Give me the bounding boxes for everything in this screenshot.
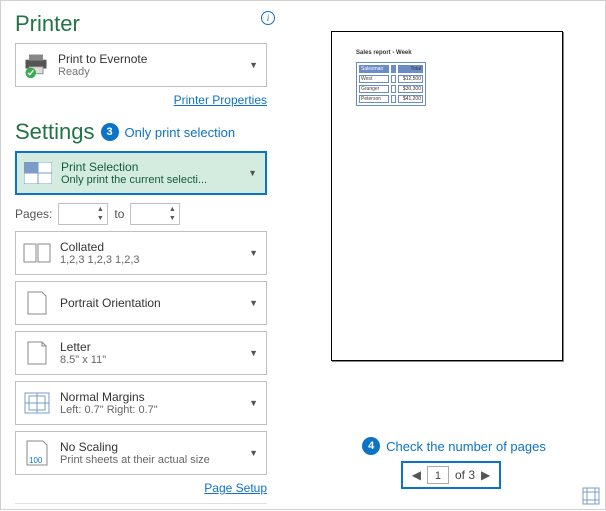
show-margins-button[interactable] xyxy=(582,487,600,505)
left-panel: Printer i Print to Evernote Ready ▼ Prin… xyxy=(1,1,281,511)
print-area-title: Print Selection xyxy=(61,160,207,174)
table-header-row: SalesmanTotal xyxy=(359,65,423,73)
callout-4-badge: 4 xyxy=(362,437,380,455)
margins-sub: Left: 0.7" Right: 0.7" xyxy=(60,404,158,416)
page-total: of 3 xyxy=(455,468,475,482)
pages-label: Pages: xyxy=(15,207,52,221)
chevron-down-icon: ▼ xyxy=(249,248,258,258)
callout-3-text: Only print selection xyxy=(125,125,236,140)
settings-heading: Settings xyxy=(15,119,95,145)
printer-selector[interactable]: Print to Evernote Ready ▼ xyxy=(15,43,267,87)
scaling-sub: Print sheets at their actual size xyxy=(60,454,210,466)
margins-selector[interactable]: Normal Margins Left: 0.7" Right: 0.7" ▼ xyxy=(15,381,267,425)
chevron-down-icon: ▼ xyxy=(249,448,258,458)
page-setup-link[interactable]: Page Setup xyxy=(204,481,267,495)
pages-to-input[interactable]: ▲ ▼ xyxy=(130,203,180,225)
paper-size-selector[interactable]: Letter 8.5" x 11" ▼ xyxy=(15,331,267,375)
collate-title: Collated xyxy=(60,240,140,254)
page-navigator: ◀ 1 of 3 ▶ xyxy=(401,461,501,489)
chevron-down-icon: ▼ xyxy=(249,348,258,358)
print-selection-icon xyxy=(23,158,53,188)
right-panel: Sales report - Week SalesmanTotal West$1… xyxy=(281,1,606,511)
chevron-down-icon: ▼ xyxy=(248,168,257,178)
spin-up-icon[interactable]: ▲ xyxy=(95,205,105,214)
chevron-down-icon: ▼ xyxy=(249,298,258,308)
callout-4-text: Check the number of pages xyxy=(386,439,546,454)
paper-title: Letter xyxy=(60,340,106,354)
scaling-selector[interactable]: 100 No Scaling Print sheets at their act… xyxy=(15,431,267,475)
printer-text: Print to Evernote Ready xyxy=(58,52,147,78)
pages-to-label: to xyxy=(114,207,124,221)
margins-title: Normal Margins xyxy=(60,390,158,404)
spin-down-icon[interactable]: ▼ xyxy=(167,214,177,223)
pages-from-input[interactable]: ▲ ▼ xyxy=(58,203,108,225)
collate-sub: 1,2,3 1,2,3 1,2,3 xyxy=(60,254,140,266)
paper-sub: 8.5" x 11" xyxy=(60,354,106,366)
preview-title: Sales report - Week xyxy=(356,50,538,56)
spin-down-icon[interactable]: ▼ xyxy=(95,214,105,223)
pages-row: Pages: ▲ ▼ to ▲ ▼ xyxy=(15,203,267,225)
print-area-selector[interactable]: Print Selection Only print the current s… xyxy=(15,151,267,195)
spin-up-icon[interactable]: ▲ xyxy=(167,205,177,214)
callout-3-badge: 3 xyxy=(101,123,119,141)
paper-icon xyxy=(22,338,52,368)
orientation-title: Portrait Orientation xyxy=(60,296,161,310)
pager-zone: 4 Check the number of pages ◀ 1 of 3 ▶ xyxy=(311,437,591,489)
printer-status: Ready xyxy=(58,66,147,78)
table-row: Peterson$41,200 xyxy=(359,95,423,103)
scaling-icon: 100 xyxy=(22,438,52,468)
current-page-input[interactable]: 1 xyxy=(427,466,449,484)
svg-text:100: 100 xyxy=(29,456,43,465)
chevron-down-icon: ▼ xyxy=(249,398,258,408)
collate-icon xyxy=(22,238,52,268)
portrait-icon xyxy=(22,288,52,318)
print-preview: Sales report - Week SalesmanTotal West$1… xyxy=(331,31,563,361)
printer-properties-link[interactable]: Printer Properties xyxy=(174,93,267,107)
margins-icon xyxy=(22,388,52,418)
collate-selector[interactable]: Collated 1,2,3 1,2,3 1,2,3 ▼ xyxy=(15,231,267,275)
info-icon[interactable]: i xyxy=(261,11,275,25)
printer-heading: Printer xyxy=(15,11,267,37)
scaling-title: No Scaling xyxy=(60,440,210,454)
separator xyxy=(15,503,267,504)
printer-icon xyxy=(22,51,50,79)
prev-page-button[interactable]: ◀ xyxy=(412,468,421,482)
printer-name: Print to Evernote xyxy=(58,52,147,66)
next-page-button[interactable]: ▶ xyxy=(481,468,490,482)
orientation-selector[interactable]: Portrait Orientation ▼ xyxy=(15,281,267,325)
table-row: Granger$30,300 xyxy=(359,85,423,93)
print-area-sub: Only print the current selecti... xyxy=(61,174,207,186)
table-row: West$12,500 xyxy=(359,75,423,83)
chevron-down-icon: ▼ xyxy=(249,60,258,70)
preview-table: SalesmanTotal West$12,500 Granger$30,300… xyxy=(356,62,426,106)
